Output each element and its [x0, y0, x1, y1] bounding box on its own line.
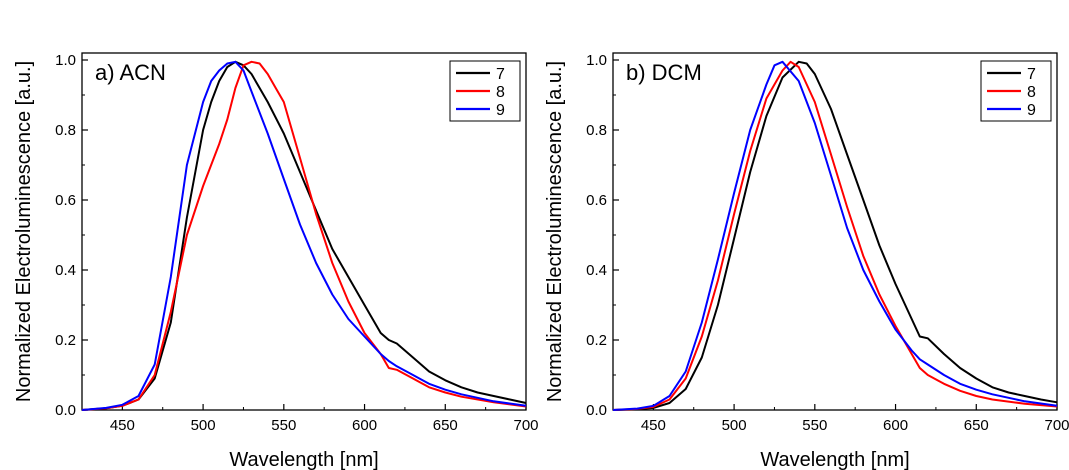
x-tick-label: 450 [110, 417, 135, 434]
series-line-7 [612, 60, 1058, 411]
legend-label: 8 [496, 84, 505, 101]
y-tick-label: 0.0 [586, 402, 607, 419]
x-tick-label: 550 [271, 417, 296, 434]
y-tick-label: 0.2 [55, 332, 76, 349]
chart-panel-1: 450 500 550 600 650 700 0.0 0.2 0.4 0.6 0.8 1.0 Wave… [13, 52, 539, 470]
x-tick-label: 550 [802, 417, 827, 434]
x-tick-label: 450 [641, 417, 666, 434]
plot-frame [81, 52, 527, 411]
chart-panel-2: 450 500 550 600 650 700 0.0 0.2 0.4 0.6 0.8 1.0 Wave… [544, 52, 1069, 470]
x-tick-label: 700 [1044, 417, 1069, 434]
y-tick-label: 0.8 [586, 122, 607, 139]
y-tick-label: 0.4 [55, 262, 76, 279]
legend-label: 9 [1027, 102, 1036, 119]
legend-label: 8 [1027, 84, 1036, 101]
series-line-9 [612, 60, 1058, 411]
y-tick-label: 0.6 [586, 192, 607, 209]
y-tick-label: 0.6 [55, 192, 76, 209]
x-tick-label: 700 [513, 417, 538, 434]
x-tick-label: 650 [964, 417, 989, 434]
series-line-9 [81, 60, 527, 411]
x-tick-label: 600 [883, 417, 908, 434]
y-tick-label: 1.0 [55, 52, 76, 69]
y-axis-label: Normalized Electroluminescence [a.u.] [544, 61, 566, 402]
y-tick-label: 1.0 [586, 52, 607, 69]
legend-label: 9 [496, 102, 505, 119]
x-tick-label: 500 [722, 417, 747, 434]
x-tick-label: 500 [191, 417, 216, 434]
series-line-8 [612, 60, 1058, 411]
x-axis-label: Wavelength [nm] [229, 449, 378, 470]
y-tick-label: 0.2 [586, 332, 607, 349]
plot-frame [612, 52, 1058, 411]
y-tick-label: 0.8 [55, 122, 76, 139]
x-tick-label: 650 [433, 417, 458, 434]
legend-label: 7 [496, 66, 505, 83]
y-axis-label: Normalized Electroluminescence [a.u.] [13, 61, 35, 402]
panel-label: b) DCM [626, 60, 702, 85]
x-axis-label: Wavelength [nm] [760, 449, 909, 470]
panel-label: a) ACN [95, 60, 166, 85]
x-tick-label: 600 [352, 417, 377, 434]
y-tick-label: 0.0 [55, 402, 76, 419]
series-line-8 [81, 60, 527, 411]
legend-label: 7 [1027, 66, 1036, 83]
y-tick-label: 0.4 [586, 262, 607, 279]
